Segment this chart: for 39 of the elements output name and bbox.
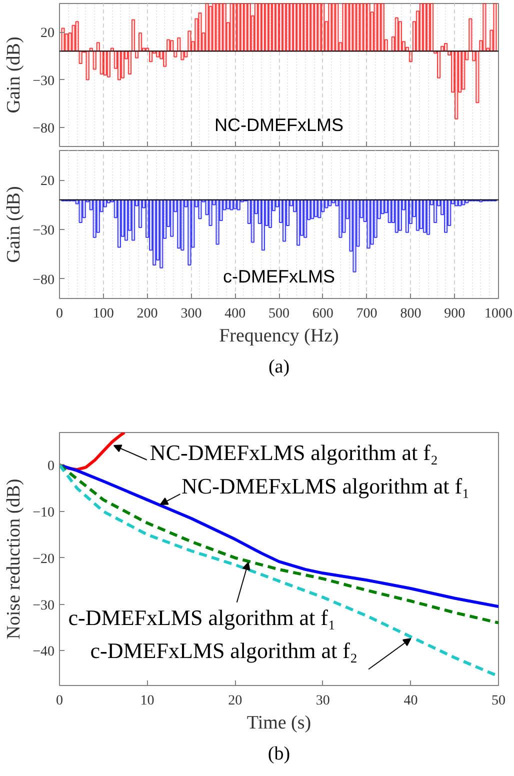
y-tick-label: −80 bbox=[32, 121, 55, 136]
y-tick-label: 20 bbox=[40, 26, 54, 42]
text: (a) bbox=[268, 356, 290, 378]
y-tick-label: −20 bbox=[32, 552, 55, 567]
x-tick-label: 1000 bbox=[484, 306, 512, 322]
x-tick-label: 800 bbox=[400, 306, 422, 322]
x-tick-label: 50 bbox=[492, 694, 506, 708]
x-tick-label: 900 bbox=[444, 306, 466, 322]
x-tick-label: 40 bbox=[404, 694, 418, 708]
y-tick-label: −10 bbox=[32, 505, 55, 520]
x-tick-label: 400 bbox=[224, 306, 246, 322]
y-tick-label: −30 bbox=[32, 223, 55, 238]
x-tick-label: 600 bbox=[312, 306, 334, 322]
annotation: NC-DMEFxLMS algorithm at f₁ bbox=[182, 473, 470, 498]
annotation: c-DMEFxLMS algorithm at f₁ bbox=[68, 604, 336, 630]
y-axis-title: Noise reduction (dB) bbox=[4, 478, 25, 640]
text: (b) bbox=[268, 744, 290, 764]
y-axis-title: Gain (dB) bbox=[4, 186, 25, 263]
y-tick-label: 0 bbox=[48, 458, 54, 474]
x-axis-title: Time (s) bbox=[246, 712, 312, 734]
x-tick-label: 200 bbox=[136, 306, 158, 322]
annotation: NC-DMEFxLMS algorithm at f₂ bbox=[150, 440, 438, 465]
y-tick-label: −80 bbox=[32, 272, 55, 288]
x-tick-label: 700 bbox=[356, 306, 378, 322]
y-tick-label: 20 bbox=[40, 174, 54, 190]
annotation: c-DMEFxLMS bbox=[223, 266, 335, 287]
y-tick-label: −30 bbox=[32, 598, 55, 614]
x-tick-label: 100 bbox=[92, 306, 114, 322]
x-tick-label: 10 bbox=[140, 694, 154, 708]
x-tick-label: 500 bbox=[268, 306, 290, 322]
annotation: c-DMEFxLMS algorithm at f₂ bbox=[90, 638, 358, 664]
x-axis-title: Frequency (Hz) bbox=[219, 326, 339, 346]
x-tick-label: 30 bbox=[316, 694, 330, 708]
y-tick-label: −30 bbox=[32, 74, 55, 89]
x-tick-label: 20 bbox=[228, 694, 242, 708]
y-axis-title: Gain (dB) bbox=[4, 36, 25, 114]
x-tick-label: 300 bbox=[180, 306, 202, 322]
annotation: NC-DMEFxLMS bbox=[214, 115, 344, 136]
y-tick-label: −40 bbox=[32, 644, 55, 660]
